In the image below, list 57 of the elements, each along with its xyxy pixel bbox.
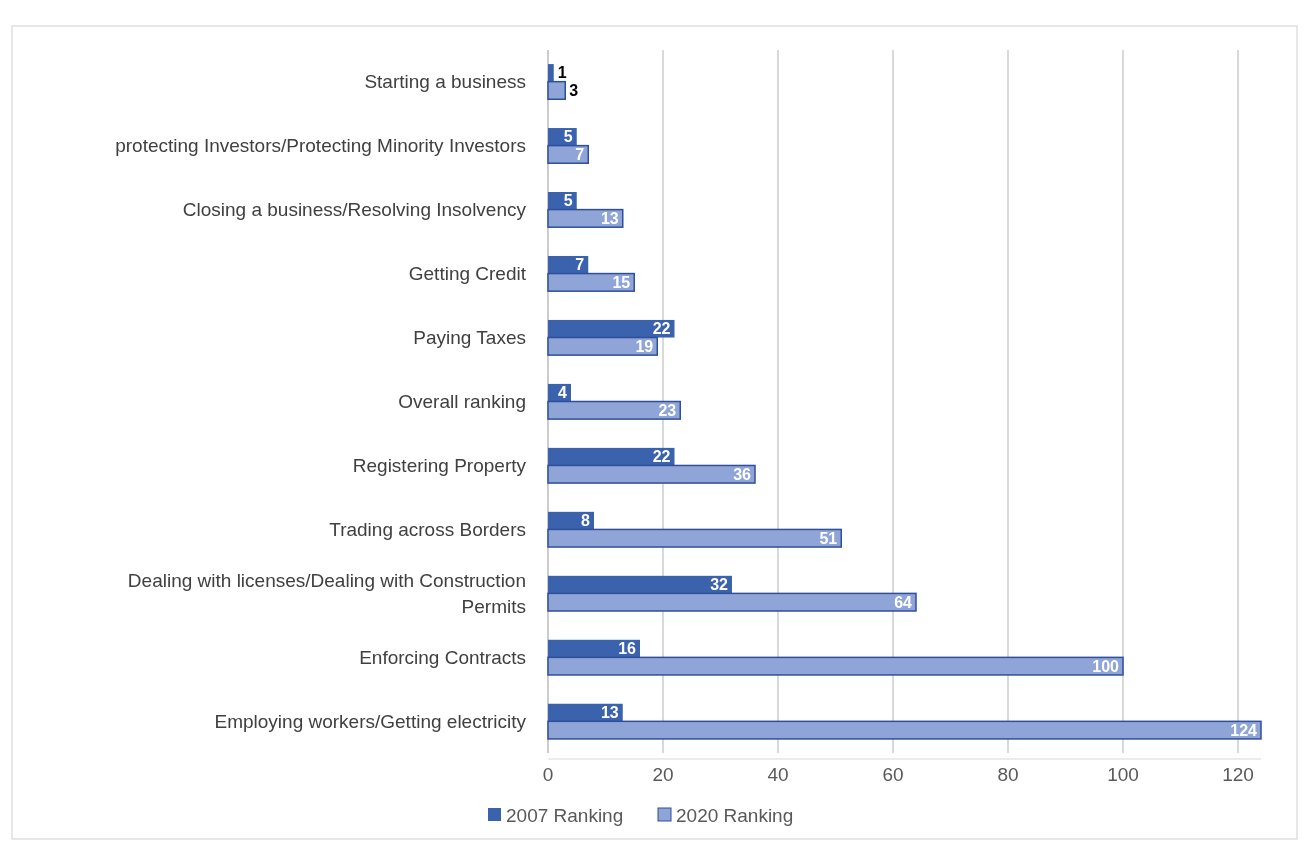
legend-label: 2007 Ranking bbox=[506, 804, 624, 826]
data-label: 36 bbox=[733, 465, 752, 483]
data-label: 7 bbox=[575, 146, 585, 164]
bar bbox=[547, 592, 917, 612]
x-tick-label: 100 bbox=[1107, 764, 1139, 785]
data-label: 5 bbox=[563, 192, 573, 210]
bar bbox=[547, 528, 842, 548]
x-tick-label: 40 bbox=[767, 764, 789, 785]
x-tick-label: 0 bbox=[542, 764, 554, 785]
data-label: 100 bbox=[1092, 657, 1120, 675]
data-label: 3 bbox=[569, 82, 579, 100]
data-label: 19 bbox=[635, 337, 654, 355]
x-tick-label: 120 bbox=[1222, 764, 1254, 785]
bar bbox=[547, 464, 756, 484]
data-label: 124 bbox=[1230, 721, 1258, 739]
data-label: 32 bbox=[710, 576, 729, 594]
data-label: 13 bbox=[600, 704, 619, 722]
data-label: 23 bbox=[658, 401, 677, 419]
bar bbox=[548, 447, 675, 466]
bar bbox=[547, 80, 566, 100]
y-tick-label: Paying Taxes bbox=[413, 327, 526, 349]
data-label: 4 bbox=[558, 384, 568, 402]
data-label: 16 bbox=[618, 640, 637, 658]
bar bbox=[547, 208, 624, 228]
bar bbox=[548, 64, 554, 82]
bar bbox=[548, 319, 675, 338]
y-tick-label: Getting Credit bbox=[408, 263, 527, 285]
x-tick-label: 80 bbox=[997, 764, 1019, 785]
data-label: 1 bbox=[557, 64, 567, 82]
bar bbox=[548, 575, 732, 594]
data-label: 64 bbox=[894, 593, 913, 611]
y-tick-label: protecting Investors/Protecting Minority Investors bbox=[115, 135, 526, 157]
y-tick-label: Registering Property bbox=[352, 455, 527, 477]
bar bbox=[547, 400, 681, 420]
y-tick-label: Employing workers/Getting electricity bbox=[214, 710, 527, 732]
data-label: 7 bbox=[575, 256, 585, 274]
x-tick-label: 20 bbox=[652, 764, 674, 785]
x-tick-label: 60 bbox=[882, 764, 904, 785]
bar bbox=[547, 336, 658, 356]
data-label: 5 bbox=[563, 128, 573, 146]
y-tick-label: Closing a business/Resolving Insolvency bbox=[182, 199, 527, 221]
bar bbox=[547, 272, 635, 292]
bar bbox=[547, 656, 1124, 676]
data-label: 8 bbox=[581, 512, 591, 530]
y-tick-label: Overall ranking bbox=[398, 391, 526, 413]
y-tick-label: Enforcing Contracts bbox=[359, 647, 526, 669]
data-label: 22 bbox=[652, 320, 671, 338]
bar bbox=[547, 144, 589, 164]
bar bbox=[547, 720, 1262, 740]
data-label: 51 bbox=[819, 529, 838, 547]
y-tick-label: Starting a business bbox=[364, 71, 526, 93]
legend-label: 2020 Ranking bbox=[676, 804, 794, 826]
data-label: 15 bbox=[612, 273, 631, 291]
y-tick-label: Dealing with licenses/Dealing with Construction Permits bbox=[127, 570, 526, 618]
y-tick-label: Trading across Borders bbox=[329, 519, 526, 541]
data-label: 13 bbox=[600, 209, 619, 227]
data-label: 22 bbox=[652, 448, 671, 466]
